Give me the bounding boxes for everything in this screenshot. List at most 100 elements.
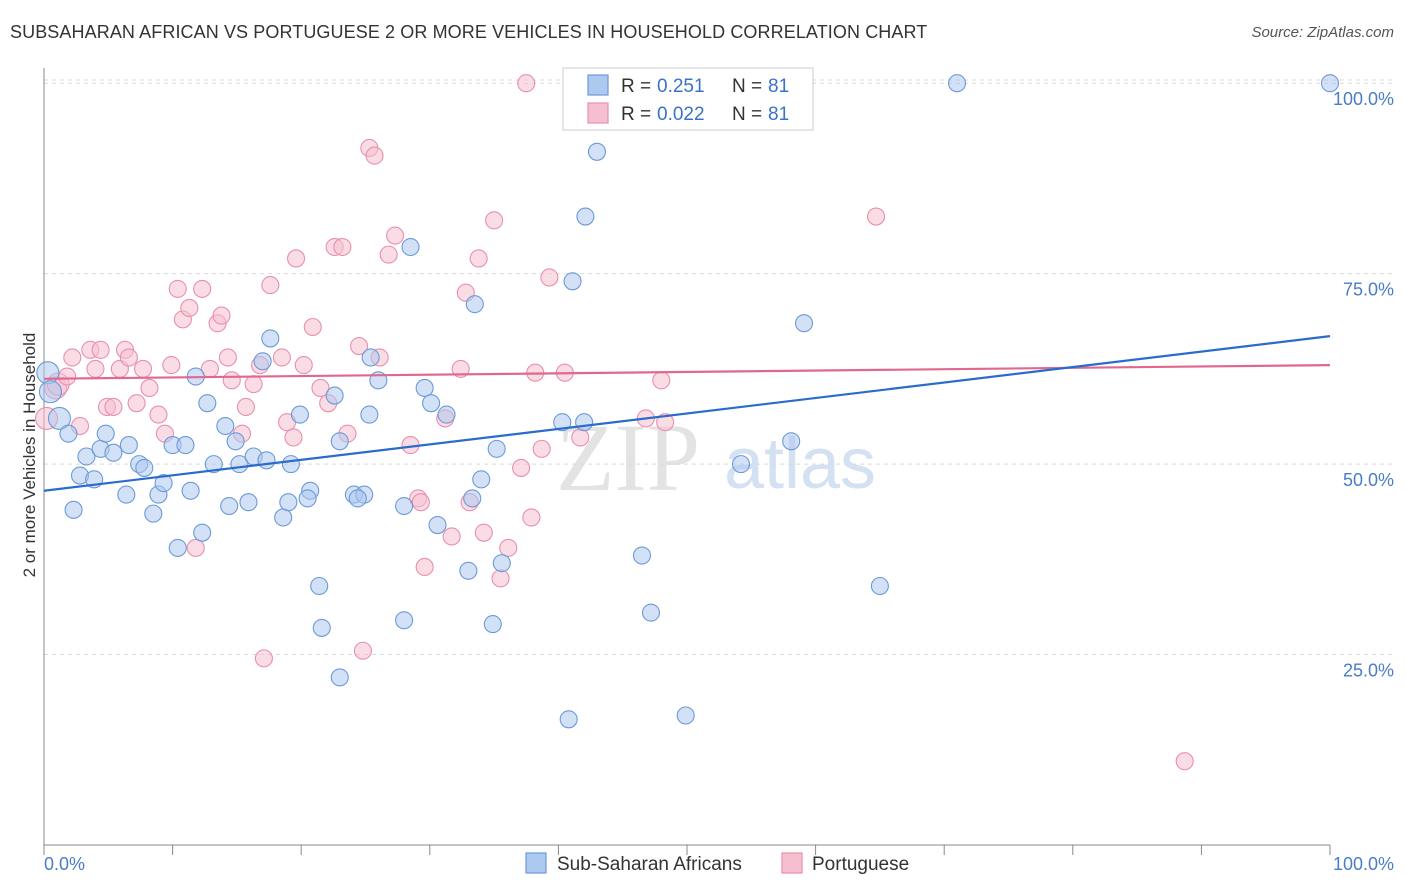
portuguese-point: [162, 356, 181, 375]
sub-saharan-point: [361, 348, 380, 367]
sub-saharan-point: [168, 538, 187, 557]
portuguese-point: [186, 538, 205, 557]
portuguese-point: [91, 340, 110, 359]
sub-saharan-point: [676, 706, 695, 725]
sub-saharan-point: [298, 489, 317, 508]
sub-saharan-point: [428, 516, 447, 535]
sub-saharan-point: [576, 207, 595, 226]
portuguese-point: [499, 538, 518, 557]
portuguese-point: [656, 413, 675, 432]
sub-saharan-point: [794, 314, 814, 333]
sub-saharan-point: [312, 618, 331, 637]
sub-saharan-point: [64, 500, 83, 519]
sub-saharan-point: [36, 361, 60, 385]
portuguese-point: [866, 207, 886, 226]
portuguese-point: [311, 378, 330, 397]
portuguese-point: [58, 367, 77, 386]
sub-saharan-points: [36, 74, 1340, 729]
portuguese-point: [386, 226, 405, 245]
sub-saharan-point: [274, 508, 293, 527]
chart-title: SUBSAHARAN AFRICAN VS PORTUGUESE 2 OR MO…: [10, 22, 928, 42]
portuguese-trend-line: [43, 363, 1331, 380]
portuguese-point: [272, 348, 291, 367]
sub-saharan-point: [395, 611, 414, 630]
portuguese-point: [571, 428, 590, 447]
sub-saharan-point: [632, 546, 652, 565]
bottom-legend: Sub-Saharan Africans Portuguese: [525, 852, 909, 875]
legend-r-label-1: R =: [621, 76, 651, 97]
x-tick-label-max: 100.0%: [1333, 854, 1394, 874]
bottom-legend-swatch-blue: [525, 852, 547, 874]
portuguese-point: [411, 493, 430, 512]
portuguese-point: [236, 397, 255, 417]
portuguese-point: [303, 317, 322, 337]
portuguese-point: [485, 211, 504, 230]
legend-n-label-1: N =: [732, 76, 762, 97]
sub-saharan-point: [487, 439, 506, 458]
portuguese-point: [652, 371, 671, 390]
portuguese-point: [254, 649, 273, 668]
sub-saharan-point: [492, 554, 511, 573]
sub-saharan-point: [415, 378, 434, 397]
sub-saharan-point: [77, 447, 96, 466]
portuguese-point: [127, 394, 146, 413]
sub-saharan-point: [226, 432, 245, 451]
portuguese-point: [512, 458, 531, 477]
legend-n-label-2: N =: [732, 104, 762, 125]
portuguese-point: [474, 523, 493, 542]
y-axis-title: 2 or more Vehicles in Household: [20, 333, 39, 578]
portuguese-point: [193, 279, 212, 298]
y-tick-labels: 25.0% 50.0% 75.0% 100.0%: [1333, 89, 1394, 680]
sub-saharan-point: [239, 493, 258, 512]
sub-saharan-point: [325, 386, 344, 405]
sub-saharan-point: [253, 352, 272, 371]
source-label: Source: ZipAtlas.com: [1251, 24, 1394, 41]
sub-saharan-point: [59, 424, 78, 443]
portuguese-point: [86, 359, 105, 378]
bottom-legend-label-blue: Sub-Saharan Africans: [557, 854, 742, 875]
portuguese-point: [451, 359, 470, 378]
sub-saharan-point: [310, 576, 329, 596]
sub-saharan-point: [948, 74, 967, 93]
bottom-legend-swatch-pink: [781, 852, 803, 874]
portuguese-point: [261, 276, 280, 295]
portuguese-point: [149, 405, 168, 424]
sub-saharan-point: [279, 493, 298, 512]
sub-saharan-point: [463, 489, 482, 508]
portuguese-point: [222, 371, 241, 390]
y-tick-label: 100.0%: [1333, 89, 1394, 109]
sub-saharan-point: [104, 443, 123, 462]
sub-saharan-point: [422, 394, 441, 413]
portuguese-point: [244, 375, 263, 394]
legend-r-value-2: 0.022: [657, 104, 705, 125]
trend-lines: [43, 335, 1331, 492]
sub-saharan-trend-line: [43, 335, 1331, 492]
portuguese-point: [104, 397, 123, 417]
portuguese-point: [350, 336, 369, 356]
sub-saharan-point: [204, 455, 223, 474]
sub-saharan-point: [96, 424, 115, 443]
sub-saharan-point: [459, 561, 478, 580]
sub-saharan-point: [198, 394, 217, 413]
sub-saharan-point: [731, 455, 751, 474]
portuguese-point: [379, 245, 398, 264]
sub-saharan-point: [1320, 74, 1340, 93]
y-tick-label: 50.0%: [1343, 470, 1394, 490]
sub-saharan-point: [176, 436, 195, 455]
portuguese-point: [333, 237, 352, 257]
portuguese-point: [218, 348, 237, 367]
bottom-legend-label-pink: Portuguese: [812, 854, 909, 875]
sub-saharan-point: [395, 496, 414, 516]
sub-saharan-point: [553, 413, 572, 432]
sub-saharan-point: [154, 474, 173, 493]
sub-saharan-point: [348, 489, 367, 508]
sub-saharan-point: [216, 416, 235, 436]
sub-saharan-point: [465, 295, 484, 314]
portuguese-point: [133, 359, 153, 378]
legend-n-value-2: 81: [768, 104, 789, 125]
portuguese-point: [517, 74, 536, 93]
legend-r-label-2: R =: [621, 104, 651, 125]
portuguese-point: [1175, 752, 1194, 771]
sub-saharan-point: [257, 451, 276, 470]
portuguese-point: [415, 557, 434, 577]
